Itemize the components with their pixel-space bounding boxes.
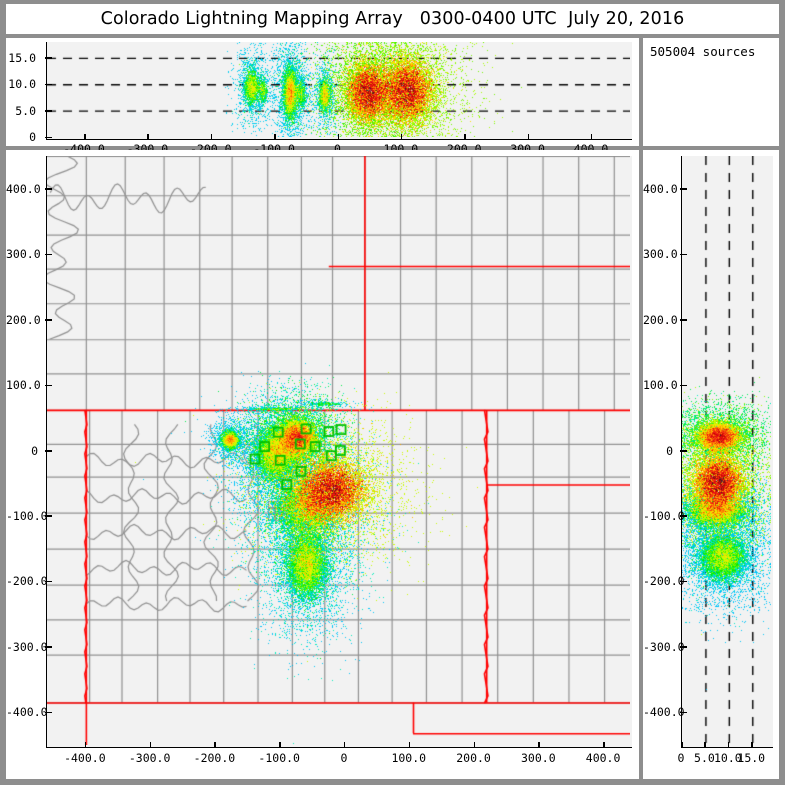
y-tick-mark — [680, 711, 687, 714]
y-tick-mark — [45, 110, 52, 112]
x-tick-label: 0 — [334, 142, 341, 156]
y-tick-mark — [45, 253, 52, 256]
y-tick-mark — [45, 384, 52, 387]
x-tick-mark — [603, 742, 605, 748]
x-tick-label: 0 — [677, 751, 685, 765]
y-tick-mark — [45, 450, 52, 452]
x-tick-mark — [464, 134, 466, 140]
y-tick-mark — [45, 515, 52, 517]
y-tick-label: -300.0 — [6, 639, 48, 654]
x-tick-label: 0 — [340, 751, 348, 765]
y-tick-mark — [45, 83, 52, 86]
x-tick-mark — [210, 134, 213, 140]
x-tick-mark — [751, 742, 753, 748]
x-tick-mark — [408, 742, 411, 748]
y-tick-label: 200.0 — [6, 312, 41, 327]
x-tick-label: 10.0 — [713, 751, 742, 765]
y-tick-mark — [45, 711, 52, 714]
y-tick-label: -200.0 — [6, 574, 48, 589]
y-tick-label: 400.0 — [643, 181, 678, 196]
north-south-vs-altitude-panel: 0 5.0 10.0 15.0 -400.0 -300.0 -200.0 -100.0 0 100… — [643, 150, 779, 779]
x-tick-label: 300.0 — [520, 751, 556, 765]
y-tick-mark — [45, 57, 52, 59]
y-tick-label: -400.0 — [6, 705, 48, 720]
y-tick-mark — [680, 188, 687, 190]
x-tick-mark — [149, 742, 152, 748]
x-tick-mark — [727, 742, 730, 748]
title-bar: Colorado Lightning Mapping Array 0300-04… — [6, 4, 779, 34]
x-tick-mark — [147, 134, 149, 140]
y-tick-label: 0 — [31, 443, 38, 458]
x-tick-label: -400.0 — [64, 751, 106, 765]
y-tick-mark — [680, 646, 687, 648]
x-tick-mark — [538, 742, 540, 748]
page-title: Colorado Lightning Mapping Array 0300-04… — [100, 9, 685, 29]
x-tick-mark — [84, 134, 86, 140]
y-tick-label: 300.0 — [643, 247, 678, 262]
y-tick-label: 5.0 — [15, 103, 36, 118]
y-tick-label: 0 — [666, 443, 673, 458]
y-tick-label: 300.0 — [6, 247, 41, 262]
y-tick-label: -300.0 — [643, 639, 685, 654]
x-tick-mark — [590, 134, 593, 140]
side-scatter-canvas — [682, 156, 771, 745]
y-tick-label: 15.0 — [8, 50, 36, 65]
y-tick-label: 100.0 — [6, 378, 41, 393]
y-tick-label: 10.0 — [8, 77, 36, 92]
x-tick-mark — [279, 742, 281, 748]
x-tick-mark — [400, 134, 403, 140]
altitude-vs-east-west-panel: -400.0 -300.0 -200.0 -100.0 0 100.0 200.0 300.0… — [6, 38, 639, 156]
plan-view-map-panel: -400.0 -300.0 -200.0 -100.0 0 100.0 200.0 300.0… — [6, 150, 639, 779]
x-tick-mark — [473, 742, 476, 748]
top-plot-area — [46, 42, 632, 140]
x-tick-mark — [337, 134, 339, 140]
lma-station-markers-canvas — [47, 156, 630, 745]
x-tick-label: -100.0 — [258, 751, 300, 765]
source-count-label: 505004 sources — [650, 44, 756, 59]
y-tick-label: 0 — [29, 130, 36, 144]
y-tick-mark — [680, 450, 687, 452]
y-tick-mark — [45, 319, 52, 321]
x-tick-mark — [343, 742, 346, 748]
y-tick-mark — [45, 188, 52, 190]
source-count-panel: 505004 sources — [643, 38, 779, 146]
x-tick-mark — [214, 742, 216, 748]
y-tick-label: -400.0 — [643, 705, 685, 720]
side-plot-area — [681, 156, 773, 748]
y-tick-mark — [680, 319, 687, 321]
y-tick-mark — [680, 515, 687, 517]
y-tick-label: -100.0 — [6, 508, 48, 523]
y-tick-label: 100.0 — [643, 378, 678, 393]
map-plot-area — [46, 156, 632, 748]
x-tick-label: -300.0 — [128, 751, 171, 765]
y-tick-mark — [680, 384, 687, 387]
y-tick-mark — [680, 253, 687, 256]
x-tick-mark — [274, 134, 276, 140]
x-tick-label: 5.0 — [694, 751, 715, 765]
x-tick-mark — [84, 742, 87, 748]
x-tick-mark — [704, 742, 706, 748]
y-tick-label: -200.0 — [643, 574, 685, 589]
x-tick-label: 100.0 — [391, 751, 427, 765]
y-tick-mark — [680, 580, 687, 583]
x-tick-label: 15.0 — [737, 751, 766, 765]
top-scatter-canvas — [47, 42, 630, 137]
x-tick-label: 400.0 — [585, 751, 621, 765]
y-tick-label: 200.0 — [643, 312, 678, 327]
x-tick-mark — [527, 134, 530, 140]
y-tick-mark — [45, 646, 52, 648]
x-tick-label: 200.0 — [456, 751, 491, 765]
x-tick-mark — [681, 742, 683, 748]
y-tick-mark — [45, 136, 52, 138]
y-tick-label: 400.0 — [6, 181, 41, 196]
y-tick-mark — [45, 580, 52, 583]
y-tick-label: -100.0 — [643, 508, 685, 523]
x-tick-label: -200.0 — [193, 751, 236, 765]
